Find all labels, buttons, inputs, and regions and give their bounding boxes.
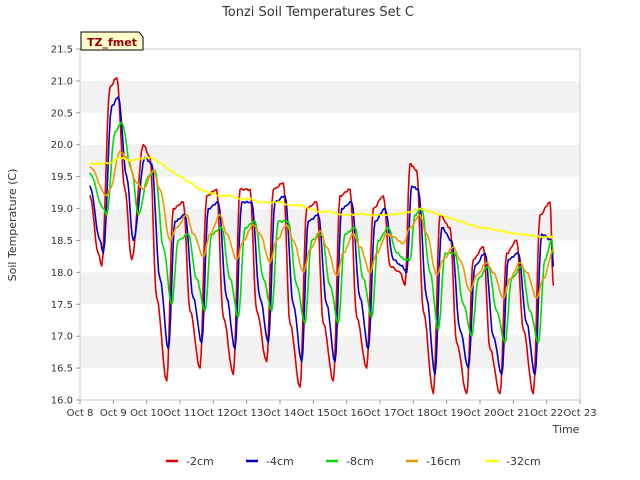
x-tick-label: Oct 19 [430,408,463,419]
y-tick-label: 20.0 [51,140,73,151]
y-tick-label: 21.0 [51,76,73,87]
x-tick-label: Oct 15 [297,408,330,419]
x-tick-label: Oct 21 [497,408,530,419]
legend: -2cm -4cm -8cm -16cm -32cm [166,455,541,468]
y-tick-label: 18.0 [51,268,73,279]
grid-bands [80,49,580,400]
chart-title: Tonzi Soil Temperatures Set C [221,5,414,20]
y-axis-label: Soil Temperature (C) [6,169,19,282]
grid-band [80,208,580,241]
y-tick-label: 17.5 [51,300,73,311]
series-line [89,96,555,376]
y-tick-label: 16.5 [51,364,73,375]
grid-band [80,368,580,400]
grid-band [80,80,580,113]
x-tick-label: Oct 23 [563,408,596,419]
x-tick-label: Oct 10 [130,408,163,419]
legend-label: -2cm [186,455,214,468]
series-line [89,156,555,239]
grid-band [80,112,580,145]
tag-box: TZ_fmet [80,31,144,51]
x-tick-label: Oct 17 [363,408,396,419]
y-tick-label: 20.5 [51,108,73,119]
series-line [89,76,555,395]
tag-label: TZ_fmet [87,36,137,49]
y-tick-label: 19.0 [51,204,73,215]
x-tick-label: Oct 14 [263,408,296,419]
x-tick-label: Oct 9 [100,408,127,419]
x-tick-label: Oct 20 [463,408,496,419]
y-tick-label: 18.5 [51,236,73,247]
x-axis-label: Time [552,423,580,436]
plot-frame [79,48,581,401]
x-tick-label: Oct 16 [330,408,363,419]
series-lines [89,76,555,395]
tag-box-shape [80,31,144,51]
x-tick-label: Oct 18 [397,408,430,419]
grid-band [80,49,580,81]
legend-label: -16cm [426,455,461,468]
y-tick-label: 17.0 [51,332,73,343]
x-axis-ticks: Oct 8 Oct 9 Oct 10 Oct 11 Oct 12 Oct 13 Oct 14… [67,400,597,419]
legend-label: -8cm [346,455,374,468]
x-tick-label: Oct 13 [230,408,263,419]
legend-label: -4cm [266,455,294,468]
grid-band [80,144,580,177]
legend-label: -32cm [506,455,541,468]
series-line [89,121,555,344]
x-tick-label: Oct 11 [163,408,196,419]
x-tick-label: Oct 8 [67,408,94,419]
y-axis-ticks: 16.0 16.5 17.0 17.5 18.0 18.5 19.0 19.5 20.0 20.5… [51,45,80,407]
x-tick-label: Oct 22 [530,408,563,419]
x-tick-label: Oct 12 [197,408,230,419]
y-tick-label: 19.5 [51,172,73,183]
y-tick-label: 21.5 [51,45,73,56]
y-tick-label: 16.0 [51,396,73,407]
series-line [89,150,555,299]
